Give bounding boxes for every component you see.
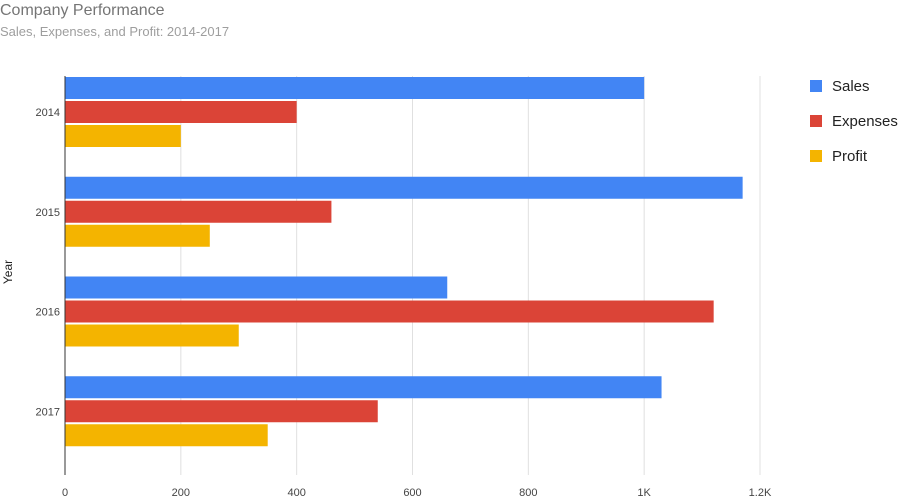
legend-label-expenses: Expenses bbox=[832, 113, 898, 130]
y-tick-label: 2016 bbox=[36, 307, 60, 319]
bar-profit-2015 bbox=[65, 224, 210, 247]
x-axis-ticks: 0 200 400 600 800 1K 1.2K bbox=[62, 487, 772, 499]
x-tick-label: 800 bbox=[519, 487, 537, 499]
legend-swatch-profit bbox=[810, 150, 822, 162]
y-tick-label: 2015 bbox=[36, 207, 60, 219]
bar-profit-2016 bbox=[65, 324, 239, 347]
chart-title: Company Performance bbox=[0, 2, 165, 19]
x-tick-label: 200 bbox=[172, 487, 190, 499]
legend-swatch-expenses bbox=[810, 115, 822, 127]
bar-profit-2017 bbox=[65, 424, 268, 447]
x-tick-label: 0 bbox=[62, 487, 68, 499]
y-tick-label: 2014 bbox=[36, 107, 60, 119]
bar-sales-2014 bbox=[65, 77, 645, 99]
legend-label-profit: Profit bbox=[832, 148, 868, 165]
x-tick-label: 600 bbox=[403, 487, 421, 499]
chart-subtitle: Sales, Expenses, and Profit: 2014-2017 bbox=[0, 24, 229, 39]
bar-sales-2015 bbox=[65, 176, 743, 199]
legend-label-sales: Sales bbox=[832, 78, 870, 95]
legend-swatch-sales bbox=[810, 80, 822, 92]
x-tick-label: 1.2K bbox=[749, 487, 772, 499]
bar-expenses-2017 bbox=[65, 400, 378, 423]
bar-sales-2016 bbox=[65, 276, 448, 299]
bars bbox=[65, 77, 743, 447]
legend: Sales Expenses Profit bbox=[810, 78, 898, 165]
bar-expenses-2016 bbox=[65, 300, 714, 323]
y-tick-label: 2017 bbox=[36, 406, 60, 418]
bar-sales-2017 bbox=[65, 376, 662, 399]
y-axis-title: Year bbox=[1, 260, 15, 284]
x-tick-label: 400 bbox=[287, 487, 305, 499]
x-tick-label: 1K bbox=[637, 487, 651, 499]
bar-expenses-2014 bbox=[65, 101, 297, 123]
bar-profit-2014 bbox=[65, 125, 181, 147]
bar-expenses-2015 bbox=[65, 200, 332, 223]
y-axis-ticks: 2014 2015 2016 2017 bbox=[36, 107, 60, 418]
